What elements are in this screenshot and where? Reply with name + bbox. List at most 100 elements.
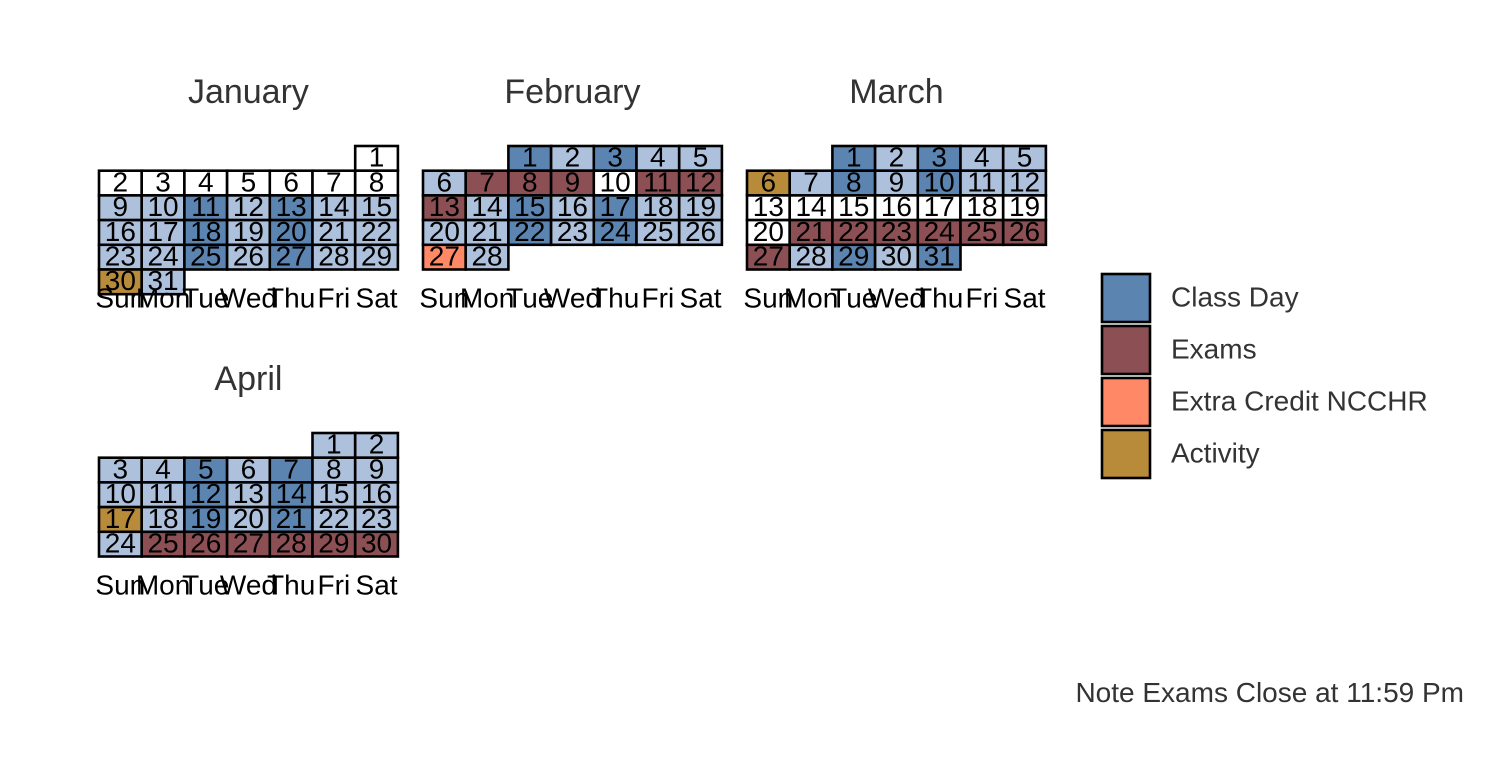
- day-cell-fill: [677, 218, 724, 247]
- day-number: 24: [600, 216, 631, 247]
- weekday-label: Fri: [966, 283, 999, 314]
- day-number: 15: [361, 191, 392, 222]
- day-cell: 23: [97, 241, 144, 272]
- day-cell: 27: [268, 241, 314, 272]
- day-cell: 12: [677, 166, 724, 197]
- day-number: 28: [471, 241, 502, 272]
- day-cell-fill: [507, 218, 553, 247]
- day-cell: 27: [745, 241, 792, 272]
- day-number: 29: [838, 241, 869, 272]
- day-number: 6: [241, 453, 257, 484]
- day-cell: 2: [549, 142, 596, 173]
- day-cell-fill: [353, 456, 400, 484]
- day-number: 1: [522, 142, 538, 173]
- day-number: 14: [795, 191, 826, 222]
- day-number: 4: [650, 142, 666, 173]
- day-number: 12: [685, 166, 716, 197]
- day-number: 28: [318, 241, 349, 272]
- day-cell: 8: [507, 166, 553, 197]
- day-number: 25: [147, 528, 178, 559]
- day-number: 21: [276, 503, 307, 534]
- day-cell-fill: [959, 218, 1005, 247]
- day-number: 9: [565, 166, 581, 197]
- day-cell: 21: [311, 216, 357, 247]
- day-cell: 17: [592, 191, 638, 222]
- day-number: 3: [607, 142, 623, 173]
- day-cell: 23: [873, 216, 920, 247]
- day-cell: 30: [873, 241, 920, 272]
- day-number: 19: [685, 191, 716, 222]
- day-number: 28: [276, 528, 307, 559]
- day-number: 27: [429, 241, 460, 272]
- day-cell: 22: [353, 216, 400, 247]
- day-cell-fill: [311, 218, 357, 247]
- day-cell: 21: [268, 503, 314, 534]
- day-number: 27: [276, 241, 307, 272]
- day-number: 24: [924, 216, 955, 247]
- day-number: 17: [600, 191, 631, 222]
- day-number: 28: [795, 241, 826, 272]
- day-cell-fill: [311, 456, 357, 484]
- day-number: 16: [361, 478, 392, 509]
- day-number: 11: [967, 166, 996, 197]
- day-cell: 13: [268, 191, 314, 222]
- day-number: 19: [1009, 191, 1040, 222]
- day-number: 22: [514, 216, 545, 247]
- day-cell-fill: [873, 243, 920, 271]
- day-cell-fill: [353, 169, 400, 197]
- day-number: 16: [881, 191, 912, 222]
- day-cell: 15: [311, 478, 357, 509]
- day-cell-fill: [549, 144, 596, 173]
- day-cell-fill: [353, 243, 400, 271]
- day-number: 2: [565, 142, 581, 173]
- day-cell-fill: [916, 243, 962, 271]
- day-cell-fill: [745, 194, 792, 222]
- legend-label: Exams: [1171, 333, 1257, 364]
- weekday-label: Tue: [182, 283, 229, 314]
- day-number: 10: [600, 166, 631, 197]
- day-number: 25: [190, 241, 221, 272]
- day-cell: 16: [549, 191, 596, 222]
- day-cell: 1: [507, 142, 553, 173]
- weekday-label: Sat: [680, 283, 722, 314]
- day-number: 17: [924, 191, 955, 222]
- day-number: 5: [241, 166, 257, 197]
- day-cell: 29: [311, 528, 357, 559]
- weekday-label: Sat: [356, 283, 398, 314]
- day-cell: 26: [225, 241, 272, 272]
- weekday-label: Mon: [460, 283, 514, 314]
- day-cell: 8: [353, 166, 400, 197]
- day-number: 30: [881, 241, 912, 272]
- day-number: 17: [147, 216, 178, 247]
- day-cell: 25: [635, 216, 681, 247]
- day-cell: 28: [464, 241, 510, 272]
- day-number: 26: [685, 216, 716, 247]
- day-cell: 24: [97, 528, 144, 559]
- day-cell: 4: [635, 142, 681, 173]
- day-cell: 11: [140, 478, 186, 509]
- day-number: 18: [190, 216, 221, 247]
- day-number: 26: [233, 241, 264, 272]
- day-number: 23: [105, 241, 136, 272]
- day-cell: 19: [1001, 191, 1048, 222]
- day-number: 1: [326, 429, 342, 460]
- day-cell: 30: [353, 528, 400, 559]
- day-number: 4: [198, 166, 214, 197]
- day-number: 16: [105, 216, 136, 247]
- weekday-label: Wed: [544, 283, 601, 314]
- day-number: 20: [276, 216, 307, 247]
- day-number: 20: [429, 216, 460, 247]
- day-number: 13: [429, 191, 460, 222]
- day-number: 3: [113, 453, 129, 484]
- day-cell: 29: [353, 241, 400, 272]
- day-cell: 2: [873, 142, 920, 173]
- day-cell-fill: [421, 194, 468, 222]
- day-cell-fill: [353, 530, 400, 558]
- day-number: 5: [198, 453, 214, 484]
- day-number: 31: [924, 241, 955, 272]
- day-number: 11: [643, 166, 672, 197]
- day-cell-fill: [268, 243, 314, 271]
- day-number: 26: [190, 528, 221, 559]
